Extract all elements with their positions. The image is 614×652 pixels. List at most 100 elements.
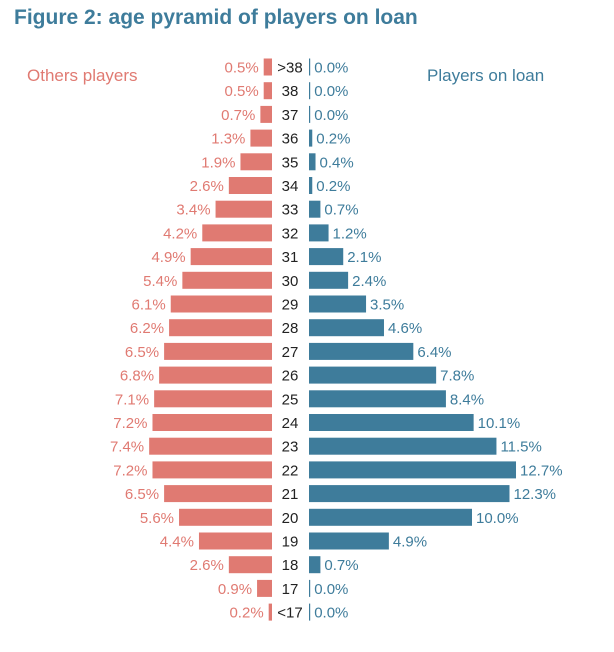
bar-others-6: [215, 200, 272, 218]
label-loan-22: 0.0%: [314, 581, 348, 598]
bar-loan-16: [309, 437, 497, 455]
bar-loan-23: [309, 603, 311, 621]
age-label-11: 28: [282, 320, 299, 337]
age-label-15: 24: [282, 415, 299, 432]
bar-loan-22: [309, 579, 311, 597]
label-others-4: 1.9%: [201, 154, 235, 171]
label-loan-14: 8.4%: [450, 391, 484, 408]
label-others-0: 0.5%: [224, 60, 258, 77]
age-label-18: 21: [282, 486, 299, 503]
age-label-13: 26: [282, 368, 299, 385]
age-label-19: 20: [282, 510, 299, 527]
bar-loan-18: [309, 485, 510, 503]
age-label-6: 33: [282, 202, 299, 219]
bar-loan-0: [309, 58, 311, 76]
label-loan-23: 0.0%: [314, 605, 348, 622]
age-label-23: <17: [277, 605, 302, 622]
age-label-1: 38: [282, 83, 299, 100]
age-label-5: 34: [282, 178, 299, 195]
label-others-11: 6.2%: [130, 320, 164, 337]
age-label-22: 17: [282, 581, 299, 598]
age-label-17: 22: [282, 462, 299, 479]
label-others-9: 5.4%: [143, 273, 177, 290]
label-loan-20: 4.9%: [393, 534, 427, 551]
label-others-2: 0.7%: [221, 107, 255, 124]
bar-others-16: [149, 437, 272, 455]
label-loan-5: 0.2%: [316, 178, 350, 195]
label-others-14: 7.1%: [115, 391, 149, 408]
label-loan-10: 3.5%: [370, 297, 404, 314]
bar-others-20: [198, 532, 272, 550]
bar-others-2: [260, 105, 272, 123]
label-loan-7: 1.2%: [333, 225, 367, 242]
bar-others-4: [240, 153, 272, 171]
label-loan-17: 12.7%: [520, 462, 563, 479]
label-others-23: 0.2%: [229, 605, 263, 622]
age-label-21: 18: [282, 557, 299, 574]
label-loan-6: 0.7%: [324, 202, 358, 219]
label-others-5: 2.6%: [190, 178, 224, 195]
label-loan-21: 0.7%: [324, 557, 358, 574]
label-loan-2: 0.0%: [314, 107, 348, 124]
bar-loan-12: [309, 342, 414, 360]
age-label-10: 29: [282, 297, 299, 314]
bar-loan-3: [309, 129, 313, 147]
label-others-1: 0.5%: [224, 83, 258, 100]
bar-loan-15: [309, 414, 474, 431]
age-label-4: 35: [282, 154, 299, 171]
age-label-2: 37: [282, 107, 299, 124]
bar-loan-19: [309, 508, 472, 526]
bar-loan-10: [309, 295, 367, 313]
bar-others-17: [152, 461, 272, 479]
bar-others-9: [182, 271, 272, 289]
label-loan-16: 11.5%: [500, 439, 541, 456]
age-label-8: 31: [282, 249, 299, 266]
bar-others-3: [250, 129, 272, 147]
age-label-14: 25: [282, 391, 299, 408]
label-loan-9: 2.4%: [352, 273, 386, 290]
bar-others-18: [164, 485, 272, 503]
bar-others-14: [154, 390, 272, 408]
bar-others-5: [228, 177, 272, 194]
bar-others-11: [169, 319, 272, 337]
bar-others-23: [268, 603, 272, 621]
bar-others-0: [263, 58, 272, 76]
label-others-16: 7.4%: [110, 439, 144, 456]
bar-loan-2: [309, 105, 311, 123]
label-loan-12: 6.4%: [417, 344, 451, 361]
bar-loan-1: [309, 82, 311, 100]
age-label-16: 23: [282, 439, 299, 456]
age-label-3: 36: [282, 131, 299, 148]
bar-loan-13: [309, 366, 437, 384]
label-loan-1: 0.0%: [314, 83, 348, 100]
bar-loan-7: [309, 224, 329, 242]
label-loan-19: 10.0%: [476, 510, 519, 527]
label-others-3: 1.3%: [211, 131, 245, 148]
bar-others-12: [164, 342, 272, 360]
age-label-20: 19: [282, 534, 299, 551]
label-others-22: 0.9%: [218, 581, 252, 598]
label-loan-4: 0.4%: [320, 154, 354, 171]
bar-loan-17: [309, 461, 517, 479]
label-others-10: 6.1%: [132, 297, 166, 314]
label-loan-13: 7.8%: [440, 368, 474, 385]
label-others-20: 4.4%: [160, 534, 194, 551]
label-loan-8: 2.1%: [347, 249, 381, 266]
bar-loan-5: [309, 177, 313, 194]
bar-loan-9: [309, 271, 349, 289]
label-others-13: 6.8%: [120, 368, 154, 385]
bar-others-1: [263, 82, 272, 100]
age-label-0: >38: [277, 60, 302, 77]
label-others-7: 4.2%: [163, 225, 197, 242]
label-loan-15: 10.1%: [478, 415, 521, 432]
bar-others-19: [179, 508, 272, 526]
legend-players-on-loan: Players on loan: [427, 66, 545, 85]
label-others-15: 7.2%: [113, 415, 147, 432]
bar-others-8: [190, 248, 272, 266]
legend-others-players: Others players: [27, 66, 138, 85]
label-loan-3: 0.2%: [316, 131, 350, 148]
label-others-6: 3.4%: [176, 202, 210, 219]
bar-others-13: [159, 366, 272, 384]
label-loan-0: 0.0%: [314, 60, 348, 77]
